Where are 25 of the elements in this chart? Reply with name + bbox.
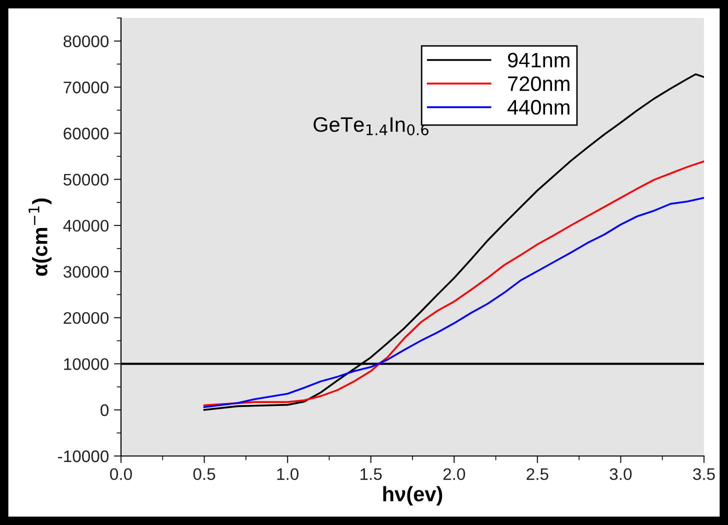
y-tick-label: 70000	[64, 82, 109, 94]
x-tick-label: 2.0	[443, 468, 466, 480]
x-tick-label: 2.5	[526, 468, 548, 480]
y-tick-label: 0	[100, 404, 109, 416]
x-tick-label: 1.0	[277, 468, 299, 480]
y-axis-title: α(cm$^{−1}$)	[28, 198, 52, 276]
x-tick-label: 3.0	[610, 468, 632, 480]
x-tick-label: 0.0	[110, 468, 132, 480]
y-tick-label: 40000	[63, 220, 109, 232]
x-tick-label: 1.5	[360, 468, 382, 480]
legend-label: 440nm	[508, 100, 570, 115]
y-tick-label: -10000	[58, 450, 109, 462]
y-tick-label: 80000	[64, 35, 109, 48]
x-tick-label: 3.5	[693, 468, 715, 480]
legend-label: 720nm	[508, 76, 570, 92]
line-series	[203, 196, 704, 408]
y-tick-label: 50000	[64, 174, 109, 186]
y-tick-label: 60000	[64, 128, 109, 140]
y-tick-label: 10000	[64, 358, 109, 370]
x-axis-title: hν(ev)	[383, 486, 442, 506]
x-tick-label: 0.5	[193, 468, 216, 480]
y-tick-label: 30000	[63, 266, 109, 278]
y-tick-label: 20000	[64, 312, 109, 324]
legend-label: 941nm	[508, 52, 570, 68]
line-series	[203, 160, 704, 406]
